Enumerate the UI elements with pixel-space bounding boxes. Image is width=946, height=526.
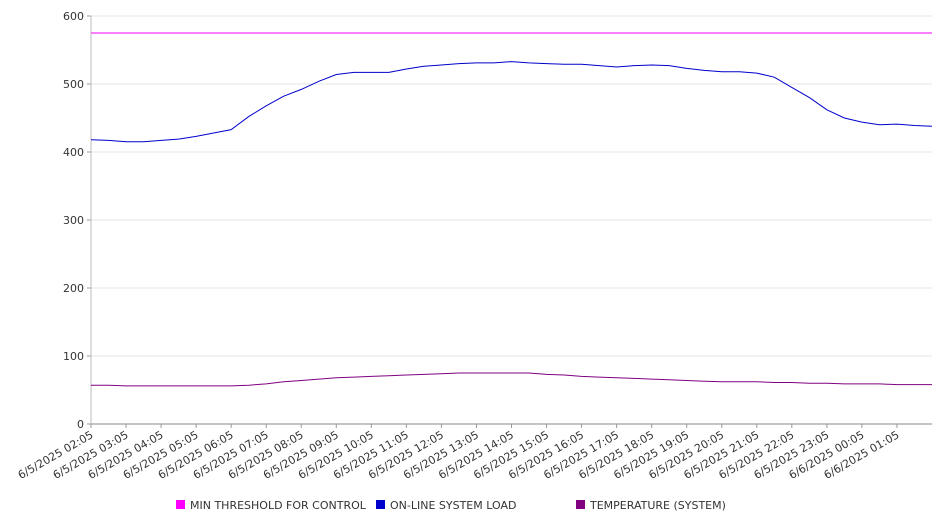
legend-swatch xyxy=(576,500,585,509)
y-tick-label: 500 xyxy=(63,78,84,91)
grid-lines xyxy=(91,15,932,357)
legend-label: TEMPERATURE (SYSTEM) xyxy=(589,499,726,512)
legend-label: MIN THRESHOLD FOR CONTROL xyxy=(190,499,367,512)
y-tick-label: 100 xyxy=(63,350,84,363)
series-line-1 xyxy=(90,61,933,143)
series-line-2 xyxy=(91,372,932,387)
y-tick-labels: 0 100 200 300 400 500 600 xyxy=(63,10,84,431)
x-tick-labels: 6/5/2025 02:056/5/2025 03:056/5/2025 04:… xyxy=(16,428,902,482)
legend-label: ON-LINE SYSTEM LOAD xyxy=(390,499,516,512)
y-tick-label: 0 xyxy=(77,418,84,431)
y-tick-label: 200 xyxy=(63,282,84,295)
y-tick-label: 300 xyxy=(63,214,84,227)
legend-swatch xyxy=(376,500,385,509)
legend-swatch xyxy=(176,500,185,509)
y-tick-label: 400 xyxy=(63,146,84,159)
series-lines xyxy=(90,32,933,387)
axes xyxy=(87,15,932,428)
legend: MIN THRESHOLD FOR CONTROL ON-LINE SYSTEM … xyxy=(176,499,726,512)
y-tick-label: 600 xyxy=(63,10,84,23)
